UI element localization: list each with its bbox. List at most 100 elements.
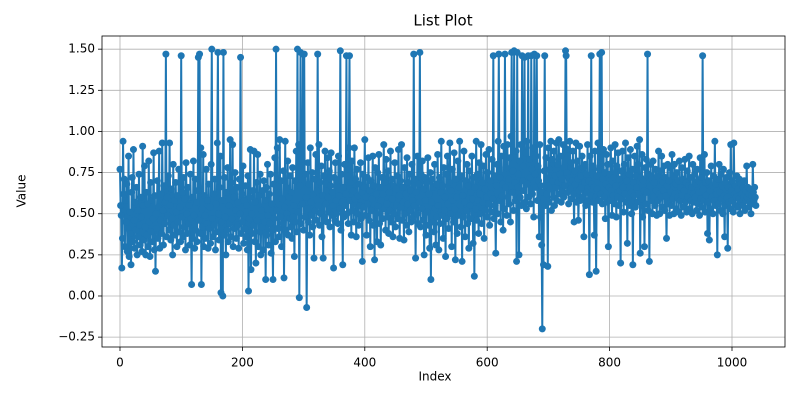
data-point xyxy=(136,241,144,249)
data-point xyxy=(400,236,408,244)
data-point xyxy=(540,167,548,175)
data-point xyxy=(271,238,279,246)
data-point xyxy=(363,231,371,239)
data-point xyxy=(387,218,395,226)
data-point xyxy=(401,210,409,218)
data-point xyxy=(567,159,575,167)
data-point xyxy=(289,164,297,172)
data-point xyxy=(440,206,448,214)
data-point xyxy=(267,249,275,257)
data-point xyxy=(489,195,497,203)
data-point xyxy=(604,160,612,168)
data-point xyxy=(406,206,414,214)
data-point xyxy=(691,193,699,201)
data-point xyxy=(624,154,632,162)
data-point xyxy=(218,197,226,205)
data-point xyxy=(529,144,537,152)
data-point xyxy=(513,257,521,265)
data-point xyxy=(436,220,444,228)
data-point xyxy=(213,139,221,147)
data-point xyxy=(334,220,342,228)
data-point xyxy=(398,141,406,149)
data-point xyxy=(704,198,712,206)
data-point xyxy=(296,182,304,190)
data-point xyxy=(292,218,300,226)
data-point xyxy=(490,215,498,223)
data-point xyxy=(557,152,565,160)
data-point xyxy=(229,243,237,251)
data-point xyxy=(236,210,244,218)
data-point xyxy=(703,169,711,177)
data-point xyxy=(295,294,303,302)
data-point xyxy=(222,251,230,259)
data-point xyxy=(522,205,530,213)
data-point xyxy=(426,244,434,252)
data-point xyxy=(617,167,625,175)
data-point xyxy=(364,200,372,208)
data-point xyxy=(216,152,224,160)
data-point xyxy=(141,223,149,231)
data-point xyxy=(116,165,124,173)
data-point xyxy=(291,177,299,185)
data-point xyxy=(446,139,454,147)
data-point xyxy=(290,252,298,260)
data-point xyxy=(357,159,365,167)
data-point xyxy=(192,198,200,206)
data-point xyxy=(532,183,540,191)
data-point xyxy=(254,243,262,251)
data-point xyxy=(639,177,647,185)
data-point xyxy=(131,244,139,252)
data-point xyxy=(163,193,171,201)
data-point xyxy=(705,236,713,244)
data-point xyxy=(219,292,227,300)
data-point xyxy=(235,175,243,183)
data-point xyxy=(419,216,427,224)
data-point xyxy=(350,218,358,226)
data-point xyxy=(420,185,428,193)
data-point xyxy=(228,215,236,223)
data-point xyxy=(210,221,218,229)
data-point xyxy=(469,239,477,247)
data-point xyxy=(204,197,212,205)
data-point xyxy=(610,174,618,182)
data-point xyxy=(275,188,283,196)
data-point xyxy=(577,172,585,180)
data-point xyxy=(355,221,363,229)
data-point xyxy=(469,195,477,203)
data-point xyxy=(275,233,283,241)
y-tick-label: 0.25 xyxy=(68,247,95,261)
data-point xyxy=(255,192,263,200)
data-point xyxy=(147,228,155,236)
data-point xyxy=(536,213,544,221)
data-point xyxy=(266,220,274,228)
data-point xyxy=(133,251,141,259)
data-point xyxy=(612,213,620,221)
data-point xyxy=(281,137,289,145)
data-point xyxy=(175,165,183,173)
data-point xyxy=(508,188,516,196)
data-point xyxy=(391,223,399,231)
data-point xyxy=(120,190,128,198)
data-point xyxy=(172,178,180,186)
data-point xyxy=(209,233,217,241)
data-point xyxy=(201,211,209,219)
y-tick-label: 0.00 xyxy=(68,288,95,302)
data-point xyxy=(152,210,160,218)
data-point xyxy=(405,170,413,178)
data-point xyxy=(211,175,219,183)
data-point xyxy=(238,218,246,226)
data-point xyxy=(729,208,737,216)
data-point xyxy=(464,220,472,228)
data-point xyxy=(256,170,264,178)
data-point xyxy=(435,246,443,254)
data-point xyxy=(323,154,331,162)
data-point xyxy=(322,200,330,208)
data-point xyxy=(273,206,281,214)
data-point xyxy=(160,182,168,190)
data-point xyxy=(186,170,194,178)
data-point xyxy=(402,190,410,198)
data-point xyxy=(440,164,448,172)
data-point xyxy=(197,144,205,152)
data-point xyxy=(459,192,467,200)
data-point xyxy=(387,147,395,155)
